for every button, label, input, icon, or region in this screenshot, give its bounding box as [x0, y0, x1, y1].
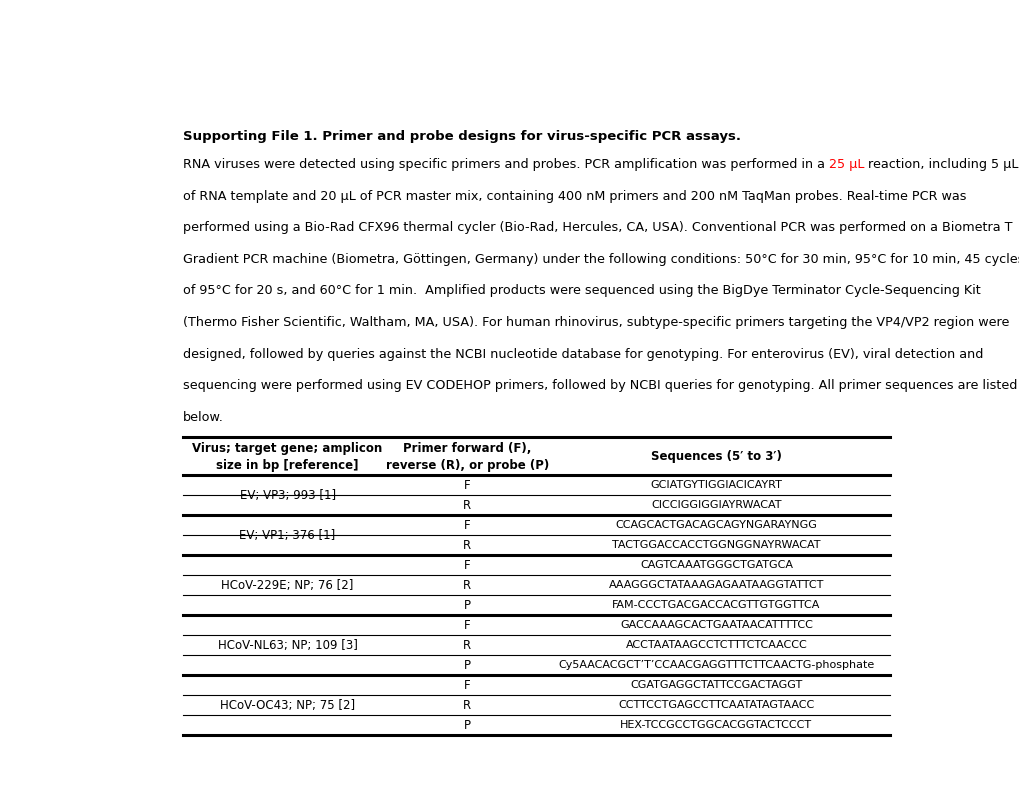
Text: Supporting File 1. Primer and probe designs for virus-specific PCR assays.: Supporting File 1. Primer and probe desi… [182, 130, 740, 143]
Text: Virus; target gene; amplicon
size in bp [reference]: Virus; target gene; amplicon size in bp … [193, 442, 382, 472]
Text: designed, followed by queries against the NCBI nucleotide database for genotypin: designed, followed by queries against th… [182, 348, 982, 361]
Text: of RNA template and 20 μL of PCR master mix, containing 400 nM primers and 200 n: of RNA template and 20 μL of PCR master … [182, 190, 965, 203]
Text: CCAGCACTGACAGCAGYNGARAYNGG: CCAGCACTGACAGCAGYNGARAYNGG [614, 520, 816, 530]
Text: CCTTCCTGAGCCTTCAATATAGTAACC: CCTTCCTGAGCCTTCAATATAGTAACC [618, 701, 814, 710]
Text: performed using a Bio-Rad CFX96 thermal cycler (Bio-Rad, Hercules, CA, USA). Con: performed using a Bio-Rad CFX96 thermal … [182, 221, 1011, 234]
Text: HEX-TCCGCCTGGCACGGTACTCCCT: HEX-TCCGCCTGGCACGGTACTCCCT [620, 720, 812, 730]
Text: P: P [464, 599, 471, 611]
Text: R: R [463, 578, 471, 592]
Text: ACCTAATAAGCCTCTTTCTCAACCC: ACCTAATAAGCCTCTTTCTCAACCC [625, 640, 806, 650]
Text: AAAGGGCTATAAAGAGAATAAGGTATTCT: AAAGGGCTATAAAGAGAATAAGGTATTCT [608, 580, 823, 590]
Text: CICCIGGIGGIAYRWACAT: CICCIGGIGGIAYRWACAT [650, 500, 781, 510]
Text: P: P [464, 719, 471, 732]
Text: FAM-CCCTGACGACCACGTTGTGGTTCA: FAM-CCCTGACGACCACGTTGTGGTTCA [611, 600, 820, 610]
Text: HCoV-NL63; NP; 109 [3]: HCoV-NL63; NP; 109 [3] [217, 639, 358, 652]
Text: GACCAAAGCACTGAATAACATTTTCC: GACCAAAGCACTGAATAACATTTTCC [620, 620, 812, 630]
Text: RNA viruses were detected using specific primers and probes. PCR amplification w: RNA viruses were detected using specific… [182, 158, 828, 171]
Text: 25 μL: 25 μL [828, 158, 863, 171]
Text: CGATGAGGCTATTCCGACTAGGT: CGATGAGGCTATTCCGACTAGGT [630, 680, 802, 690]
Text: HCoV-OC43; NP; 75 [2]: HCoV-OC43; NP; 75 [2] [220, 699, 355, 712]
Text: EV; VP1; 376 [1]: EV; VP1; 376 [1] [239, 529, 335, 541]
Text: R: R [463, 639, 471, 652]
Text: GCIATGYTIGGIACICAYRT: GCIATGYTIGGIACICAYRT [650, 480, 782, 490]
Text: F: F [464, 619, 470, 632]
Text: sequencing were performed using EV CODEHOP primers, followed by NCBI queries for: sequencing were performed using EV CODEH… [182, 379, 1016, 392]
Text: P: P [464, 659, 471, 671]
Text: TACTGGACCACCTGGNGGNAYRWACAT: TACTGGACCACCTGGNGGNAYRWACAT [611, 540, 820, 550]
Text: R: R [463, 699, 471, 712]
Text: CAGTCAAATGGGCTGATGCA: CAGTCAAATGGGCTGATGCA [639, 560, 792, 570]
Text: R: R [463, 538, 471, 552]
Text: Cy5AACACGCT’T’CCAACGAGGTTTCTTCAACTG-phosphate: Cy5AACACGCT’T’CCAACGAGGTTTCTTCAACTG-phos… [557, 660, 873, 671]
Text: Primer forward (F),
reverse (R), or probe (P): Primer forward (F), reverse (R), or prob… [385, 442, 548, 472]
Text: F: F [464, 519, 470, 532]
Text: (Thermo Fisher Scientific, Waltham, MA, USA). For human rhinovirus, subtype-spec: (Thermo Fisher Scientific, Waltham, MA, … [182, 316, 1008, 329]
Text: Sequences (5′ to 3′): Sequences (5′ to 3′) [650, 450, 782, 463]
Text: F: F [464, 478, 470, 492]
Text: below.: below. [182, 411, 223, 424]
Text: Gradient PCR machine (Biometra, Göttingen, Germany) under the following conditio: Gradient PCR machine (Biometra, Göttinge… [182, 253, 1019, 266]
Text: HCoV-229E; NP; 76 [2]: HCoV-229E; NP; 76 [2] [221, 578, 354, 592]
Text: F: F [464, 559, 470, 571]
Text: F: F [464, 678, 470, 692]
Text: of 95°C for 20 s, and 60°C for 1 min.  Amplified products were sequenced using t: of 95°C for 20 s, and 60°C for 1 min. Am… [182, 284, 979, 298]
Text: EV; VP3; 993 [1]: EV; VP3; 993 [1] [239, 489, 335, 501]
Text: reaction, including 5 μL: reaction, including 5 μL [863, 158, 1018, 171]
Text: R: R [463, 499, 471, 511]
